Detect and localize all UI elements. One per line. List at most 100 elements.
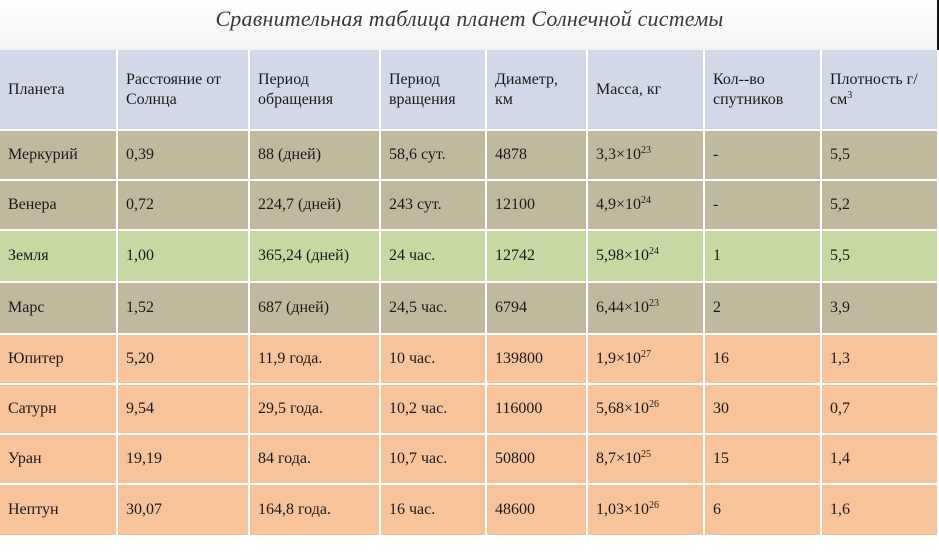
cell-distance: 0,39 xyxy=(117,130,250,181)
table-row: Нептун 30,07 164,8 года. 16 час. 48600 1,03×1… xyxy=(0,484,939,537)
cell-distance: 0,72 xyxy=(117,180,250,231)
header-density: Плотность г/см3 xyxy=(821,50,939,131)
cell-moons: 2 xyxy=(704,282,822,335)
cell-moons: - xyxy=(704,180,822,231)
cell-mass: 1,9×1027 xyxy=(587,334,705,385)
cell-diameter: 48600 xyxy=(486,484,588,537)
cell-rotation: 10 час. xyxy=(380,334,487,385)
header-moons: Кол--во спутников xyxy=(704,50,822,131)
table-row: Меркурий 0,39 88 (дней) 58,6 сут. 4878 3,3×10… xyxy=(0,130,939,181)
cell-density: 5,2 xyxy=(821,180,939,231)
cell-planet: Земля xyxy=(0,230,118,283)
header-orbit: Период обращения xyxy=(249,50,381,131)
cell-mass-exponent: 23 xyxy=(649,298,660,309)
cell-planet: Марс xyxy=(0,282,118,335)
cell-rotation: 243 сут. xyxy=(380,180,487,231)
cell-orbit: 224,7 (дней) xyxy=(249,180,381,231)
cell-moons: - xyxy=(704,130,822,181)
title-bar: Сравнительная таблица планет Солнечной с… xyxy=(0,0,939,50)
cell-density: 1,6 xyxy=(821,484,939,537)
table-row: Марс 1,52 687 (дней) 24,5 час. 6794 6,44×1023… xyxy=(0,282,939,335)
window-edge xyxy=(937,0,939,163)
table-row: Юпитер 5,20 11,9 года. 10 час. 139800 1,9×102… xyxy=(0,334,939,385)
cell-orbit: 164,8 года. xyxy=(249,484,381,537)
planets-table: Планета Расстояние от Солнца Период обра… xyxy=(0,50,939,537)
cell-planet: Юпитер xyxy=(0,334,118,385)
cell-orbit: 88 (дней) xyxy=(249,130,381,181)
cell-mass-base: 1,03×10 xyxy=(596,501,650,518)
cell-orbit: 365,24 (дней) xyxy=(249,230,381,283)
cell-diameter: 12742 xyxy=(486,230,588,283)
cell-distance: 5,20 xyxy=(117,334,250,385)
cell-mass-base: 5,68×10 xyxy=(596,400,650,417)
cell-moons: 16 xyxy=(704,334,822,385)
cell-rotation: 10,2 час. xyxy=(380,384,487,435)
header-rotation: Период вращения xyxy=(380,50,487,131)
cell-diameter: 6794 xyxy=(486,282,588,335)
cell-mass-base: 6,44×10 xyxy=(596,299,650,316)
cell-density: 1,3 xyxy=(821,334,939,385)
cell-mass-exponent: 27 xyxy=(641,349,652,360)
cell-mass-exponent: 25 xyxy=(641,449,652,460)
table-header-row: Планета Расстояние от Солнца Период обра… xyxy=(0,50,939,131)
cell-diameter: 139800 xyxy=(486,334,588,385)
cell-mass: 4,9×1024 xyxy=(587,180,705,231)
cell-planet: Венера xyxy=(0,180,118,231)
cell-diameter: 12100 xyxy=(486,180,588,231)
cell-distance: 1,52 xyxy=(117,282,250,335)
cell-density: 1,4 xyxy=(821,434,939,485)
cell-distance: 30,07 xyxy=(117,484,250,537)
cell-mass-exponent: 26 xyxy=(649,500,660,511)
cell-distance: 19,19 xyxy=(117,434,250,485)
cell-density: 5,5 xyxy=(821,230,939,283)
cell-rotation: 24,5 час. xyxy=(380,282,487,335)
cell-diameter: 50800 xyxy=(486,434,588,485)
cell-moons: 6 xyxy=(704,484,822,537)
cell-moons: 1 xyxy=(704,230,822,283)
cell-density: 3,9 xyxy=(821,282,939,335)
table-row: Земля 1,00 365,24 (дней) 24 час. 12742 5,98×1… xyxy=(0,230,939,283)
table-body: Меркурий 0,39 88 (дней) 58,6 сут. 4878 3,3×10… xyxy=(0,130,939,537)
cell-diameter: 116000 xyxy=(486,384,588,435)
cell-moons: 30 xyxy=(704,384,822,435)
cell-density: 0,7 xyxy=(821,384,939,435)
cell-mass-base: 8,7×10 xyxy=(596,450,642,467)
header-mass: Масса, кг xyxy=(587,50,705,131)
cell-rotation: 24 час. xyxy=(380,230,487,283)
table-row: Уран 19,19 84 года. 10,7 час. 50800 8,7×1025 1… xyxy=(0,434,939,485)
cell-mass-base: 3,3×10 xyxy=(596,146,642,163)
header-distance: Расстояние от Солнца xyxy=(117,50,250,131)
header-diameter: Диаметр, км xyxy=(486,50,588,131)
cell-mass-exponent: 24 xyxy=(649,246,660,257)
cell-rotation: 10,7 час. xyxy=(380,434,487,485)
cell-mass: 6,44×1023 xyxy=(587,282,705,335)
table-row: Венера 0,72 224,7 (дней) 243 сут. 12100 4,9×1… xyxy=(0,180,939,231)
cell-diameter: 4878 xyxy=(486,130,588,181)
cell-mass-base: 1,9×10 xyxy=(596,350,642,367)
page-title: Сравнительная таблица планет Солнечной с… xyxy=(215,6,724,31)
header-density-label: Плотность г/см xyxy=(830,70,918,108)
cell-mass-base: 5,98×10 xyxy=(596,247,650,264)
cell-planet: Сатурн xyxy=(0,384,118,435)
cell-orbit: 687 (дней) xyxy=(249,282,381,335)
cell-orbit: 29,5 года. xyxy=(249,384,381,435)
cell-mass-base: 4,9×10 xyxy=(596,196,642,213)
cell-mass: 1,03×1026 xyxy=(587,484,705,537)
cell-orbit: 11,9 года. xyxy=(249,334,381,385)
cell-mass: 8,7×1025 xyxy=(587,434,705,485)
cell-moons: 15 xyxy=(704,434,822,485)
cell-mass-exponent: 23 xyxy=(641,145,652,156)
table-row: Сатурн 9,54 29,5 года. 10,2 час. 116000 5,68×… xyxy=(0,384,939,435)
cell-rotation: 58,6 сут. xyxy=(380,130,487,181)
cell-planet: Нептун xyxy=(0,484,118,537)
header-planet: Планета xyxy=(0,50,118,131)
cell-mass: 3,3×1023 xyxy=(587,130,705,181)
cell-rotation: 16 час. xyxy=(380,484,487,537)
cell-distance: 9,54 xyxy=(117,384,250,435)
cell-distance: 1,00 xyxy=(117,230,250,283)
cell-density: 5,5 xyxy=(821,130,939,181)
cell-planet: Меркурий xyxy=(0,130,118,181)
header-density-exponent: 3 xyxy=(847,89,853,101)
cell-mass-exponent: 26 xyxy=(649,399,660,410)
